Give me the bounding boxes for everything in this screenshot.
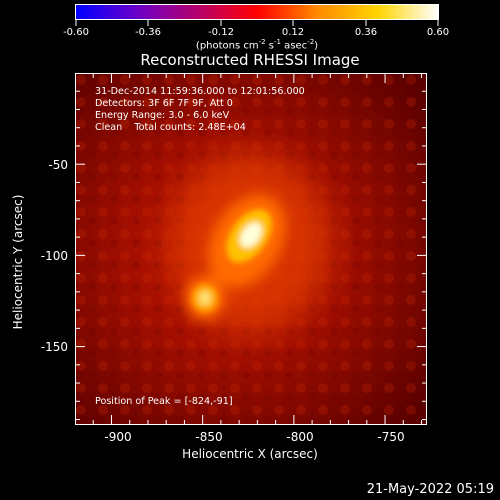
info-detectors: Detectors: 3F 6F 7F 9F, Att 0 bbox=[95, 98, 233, 109]
y-tick-label: -50 bbox=[48, 158, 68, 172]
colorbar-tick-label: 0.60 bbox=[426, 27, 450, 38]
y-tick-label: -150 bbox=[40, 340, 68, 354]
x-tick-label: -900 bbox=[104, 430, 132, 444]
x-tick-label: -750 bbox=[377, 430, 405, 444]
info-counts: Clean Total counts: 2.48E+04 bbox=[95, 122, 246, 133]
plot-title: Reconstructed RHESSI Image bbox=[140, 51, 360, 69]
y-axis-label: Heliocentric Y (arcsec) bbox=[11, 194, 25, 330]
y-tick-label: -100 bbox=[40, 249, 68, 263]
colorbar-tick-label: -0.60 bbox=[63, 27, 89, 38]
info-peak-position: Position of Peak = [-824,-91] bbox=[95, 396, 233, 407]
rhessi-image: 31-Dec-2014 11:59:36.000 to 12:01:56.000… bbox=[75, 73, 427, 425]
x-tick-label: -850 bbox=[195, 430, 223, 444]
x-axis-label: Heliocentric X (arcsec) bbox=[182, 447, 318, 461]
colorbar bbox=[75, 4, 439, 20]
x-tick-label: -800 bbox=[286, 430, 314, 444]
info-time-range: 31-Dec-2014 11:59:36.000 to 12:01:56.000 bbox=[95, 86, 305, 97]
plot-frame bbox=[75, 73, 427, 425]
colorbar-tick-label: 0.12 bbox=[281, 27, 305, 38]
colorbar-tick-label: -0.36 bbox=[135, 27, 161, 38]
colorbar-tick-marks bbox=[75, 20, 439, 26]
colorbar-units: (photons cm-2 s-1 asec-2) bbox=[195, 38, 319, 52]
colorbar-tick-label: 0.36 bbox=[354, 27, 378, 38]
info-energy-range: Energy Range: 3.0 - 6.0 keV bbox=[95, 110, 230, 121]
timestamp: 21-May-2022 05:19 bbox=[366, 482, 494, 497]
colorbar-tick-label: -0.12 bbox=[208, 27, 234, 38]
